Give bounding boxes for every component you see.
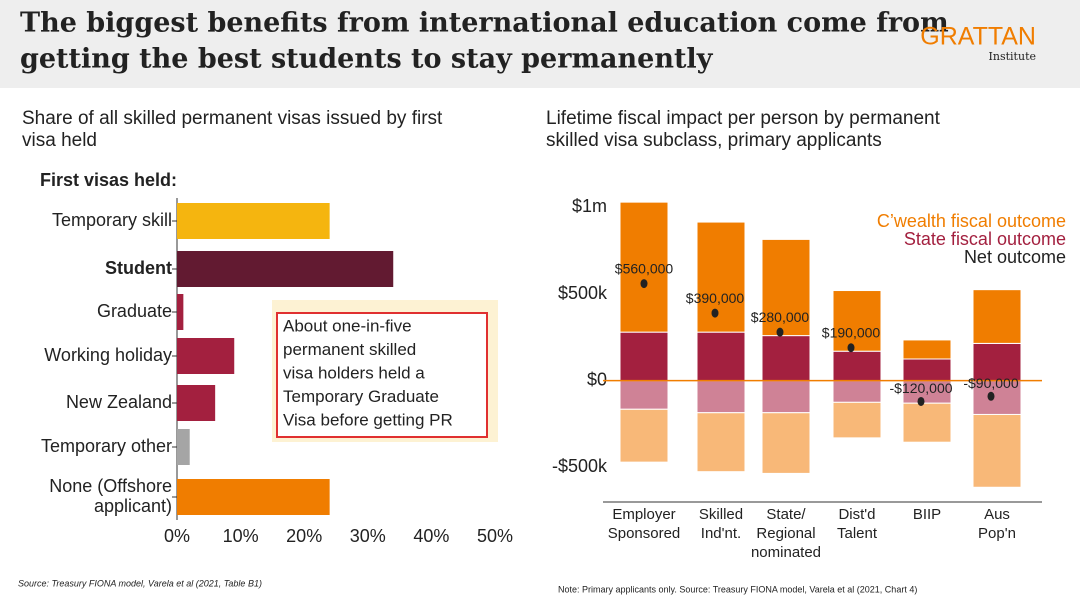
category-label: Ind'nt.	[701, 525, 741, 542]
y-tick-label: $1m	[572, 196, 607, 216]
x-tick-label: 0%	[164, 526, 190, 546]
bar	[177, 338, 235, 374]
bar-segment	[972, 380, 1022, 415]
category-label: Employer	[612, 506, 675, 523]
bar-segment	[696, 331, 746, 382]
y-tick-label: -$500k	[552, 456, 608, 476]
axis-label: First visas held:	[40, 170, 177, 190]
slide-title: getting the best students to stay perman…	[20, 44, 714, 75]
bar	[177, 203, 330, 239]
bar	[177, 479, 330, 515]
category-label: Dist'd	[838, 506, 875, 523]
bar-segment	[619, 380, 669, 410]
data-label: $390,000	[686, 290, 745, 306]
category-label: New Zealand	[66, 392, 172, 412]
net-dot	[711, 308, 719, 318]
chart-subtitle: Lifetime fiscal impact per person by per…	[546, 108, 941, 129]
annotation-text: visa holders held a	[283, 363, 425, 382]
data-label: $560,000	[615, 260, 674, 276]
net-dot	[640, 279, 648, 289]
bar-segment	[972, 413, 1022, 488]
bar	[177, 429, 190, 465]
data-label: -$120,000	[889, 380, 952, 396]
net-dot	[847, 343, 855, 353]
bar-segment	[972, 342, 1022, 382]
source-note: Source: Treasury FIONA model, Varela et …	[18, 578, 262, 588]
bar-segment	[619, 331, 669, 382]
bar-segment	[761, 335, 811, 382]
legend-entry: C’wealth fiscal outcome	[877, 211, 1066, 231]
legend-entry: Net outcome	[964, 247, 1066, 267]
annotation-text: About one-in-five	[283, 316, 412, 335]
bar-segment	[832, 290, 882, 352]
bar	[177, 294, 184, 330]
bar-segment	[761, 238, 811, 337]
bar-segment	[902, 339, 952, 360]
annotation-text: Temporary Graduate	[283, 387, 439, 406]
bar-segment	[619, 201, 669, 333]
legend-entry: State fiscal outcome	[904, 229, 1066, 249]
x-tick-label: 40%	[413, 526, 449, 546]
category-label: Regional	[756, 525, 815, 542]
bar-segment	[902, 402, 952, 443]
annotation-text: Visa before getting PR	[283, 410, 453, 429]
y-tick-label: $500k	[558, 283, 608, 303]
x-tick-label: 50%	[477, 526, 513, 546]
net-dot	[917, 396, 925, 406]
data-label: $280,000	[751, 309, 810, 325]
bar	[177, 251, 394, 287]
category-label: nominated	[751, 544, 821, 561]
bar-segment	[761, 380, 811, 414]
x-tick-label: 30%	[350, 526, 386, 546]
x-tick-label: 10%	[223, 526, 259, 546]
bar-segment	[696, 412, 746, 473]
bar	[177, 385, 216, 421]
annotation-text: permanent skilled	[283, 340, 416, 359]
bar-segment	[972, 289, 1022, 344]
category-label: Talent	[837, 525, 878, 542]
header-band	[0, 0, 1080, 88]
data-label: $190,000	[822, 324, 881, 340]
category-label: BIIP	[913, 506, 941, 523]
net-dot	[776, 327, 784, 337]
category-label: None (Offshore	[49, 476, 172, 496]
category-label: Sponsored	[608, 525, 681, 542]
bar-segment	[696, 221, 746, 333]
bar-segment	[832, 380, 882, 403]
net-dot	[987, 391, 995, 401]
x-tick-label: 20%	[286, 526, 322, 546]
category-label: Temporary skill	[52, 210, 172, 230]
slide-title: The biggest benefits from international …	[20, 8, 949, 39]
category-label: Working holiday	[44, 345, 172, 365]
bar-segment	[902, 358, 952, 382]
chart-subtitle: visa held	[22, 130, 97, 151]
category-label: Pop'n	[978, 525, 1016, 542]
category-label: Student	[105, 258, 172, 278]
chart-subtitle: Share of all skilled permanent visas iss…	[22, 108, 443, 129]
bar-segment	[619, 408, 669, 463]
bar-segment	[696, 380, 746, 414]
category-label: State/	[766, 506, 806, 523]
bar-segment	[761, 412, 811, 474]
category-label: Aus	[984, 506, 1010, 523]
data-label: -$90,000	[963, 375, 1018, 391]
annotation-box	[276, 312, 488, 438]
category-label: Skilled	[699, 506, 743, 523]
category-label: Temporary other	[41, 436, 172, 456]
logo: GRATTAN	[920, 23, 1036, 51]
logo-sub: Institute	[989, 50, 1036, 63]
y-tick-label: $0	[587, 369, 607, 389]
chart-subtitle: skilled visa subclass, primary applicant…	[546, 130, 882, 151]
category-label: applicant)	[94, 496, 172, 516]
bar-segment	[832, 401, 882, 439]
category-label: Graduate	[97, 301, 172, 321]
source-note: Note: Primary applicants only. Source: T…	[558, 584, 917, 594]
bar-segment	[832, 350, 882, 382]
